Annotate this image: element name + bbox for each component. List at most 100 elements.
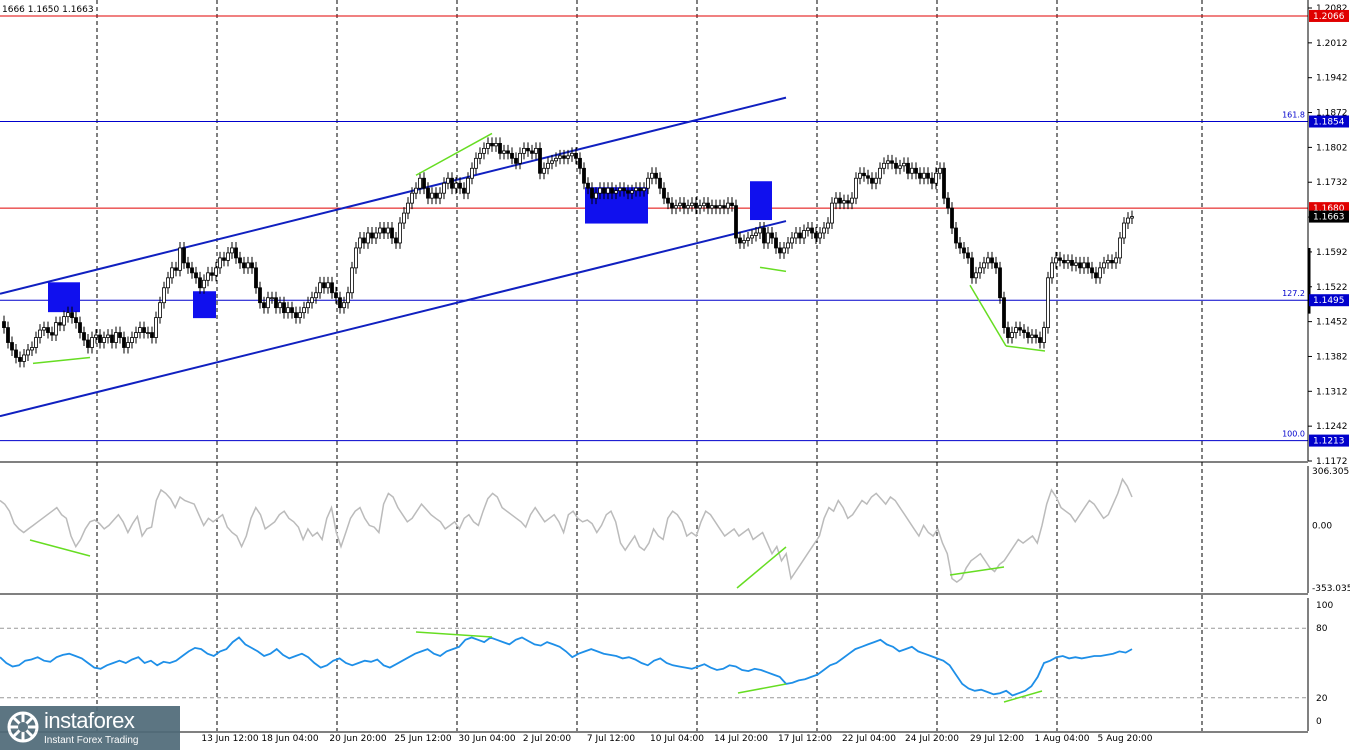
candle-body: [110, 334, 114, 343]
candle-body: [50, 332, 54, 336]
price-y-tick-label: 1.1382: [1316, 352, 1348, 362]
candle-body: [882, 162, 886, 169]
candle-body: [406, 202, 410, 214]
level-tag-text: 1.1680: [1313, 204, 1345, 214]
candle-body: [346, 292, 350, 304]
candle-body: [954, 227, 958, 244]
cci-panel: [0, 477, 1133, 589]
level-tag-text: 1.2066: [1313, 12, 1345, 22]
candle-body: [570, 152, 574, 157]
candle-body: [374, 232, 378, 239]
candle-body: [746, 237, 750, 241]
candle-body: [834, 197, 838, 204]
x-tick-label: 13 Jun 12:00: [201, 734, 258, 744]
x-tick-label: 2 Jul 20:00: [523, 734, 572, 744]
level-tag-1.1495: [1309, 294, 1349, 307]
candle-body: [662, 187, 666, 199]
candle-body: [226, 252, 230, 261]
candle-body: [342, 302, 346, 309]
candle-body: [934, 172, 938, 184]
candle-body: [750, 235, 754, 239]
candle-body: [530, 150, 534, 154]
candle-body: [454, 182, 458, 189]
candle-body: [306, 302, 310, 309]
candle-body: [242, 262, 246, 269]
candle-body: [998, 267, 1002, 299]
candle-body: [678, 202, 682, 207]
candle-body: [190, 267, 194, 274]
candle-body: [450, 177, 454, 189]
logo-tagline: Instant Forex Trading: [44, 735, 139, 746]
candle-body: [218, 257, 222, 269]
candle-body: [234, 247, 238, 259]
candle-body: [214, 267, 218, 276]
candle-body: [82, 332, 86, 341]
candle-body: [1022, 329, 1026, 333]
candle-body: [150, 332, 154, 338]
candle-body: [526, 147, 530, 152]
grid-lines: [96, 0, 1203, 731]
candle-body: [46, 327, 50, 333]
candle-body: [698, 205, 702, 209]
candle-body: [830, 202, 834, 224]
candle-body: [154, 317, 158, 338]
price-y-tick-label: 1.1802: [1316, 143, 1348, 153]
candle-body: [794, 232, 798, 239]
candle-body: [430, 192, 434, 199]
candle-body: [898, 165, 902, 169]
x-tick-label: 20 Jun 20:00: [329, 734, 386, 744]
candle-body: [1070, 259, 1074, 266]
candle-body: [1130, 216, 1134, 219]
candle-body: [462, 187, 466, 194]
candle-body: [618, 187, 622, 192]
candle-body: [978, 267, 982, 274]
price-y-tick-label: 1.1942: [1316, 74, 1348, 84]
candle-body: [902, 162, 906, 167]
candle-body: [782, 247, 786, 254]
candle-body: [914, 167, 918, 174]
level-tag-1.1854: [1309, 115, 1349, 128]
candle-body: [718, 205, 722, 209]
x-tick-label: 24 Jul 20:00: [905, 734, 959, 744]
candle-body: [1066, 259, 1070, 264]
candle-body: [1074, 262, 1078, 266]
candle-body: [514, 157, 518, 164]
candle-body: [1010, 332, 1014, 338]
channel-upper-line: [0, 96, 787, 295]
candle-body: [754, 232, 758, 236]
price-y-tick-label: 1.2012: [1316, 39, 1348, 49]
candle-body: [758, 227, 762, 234]
candle-body: [1018, 327, 1022, 331]
price-divergence-line: [969, 284, 1007, 347]
candle-body: [278, 302, 282, 309]
candle-body: [818, 232, 822, 239]
candle-body: [1114, 257, 1118, 264]
candle-body: [486, 143, 490, 149]
candle-body: [302, 307, 306, 314]
candle-body: [446, 177, 450, 184]
x-tick-label: 1 Aug 04:00: [1035, 734, 1090, 744]
candle-body: [42, 327, 46, 331]
candle-body: [702, 202, 706, 207]
candle-body: [518, 152, 522, 164]
candle-body: [1050, 262, 1054, 279]
candle-body: [946, 197, 950, 209]
candle-body: [1106, 259, 1110, 264]
candle-body: [106, 334, 110, 338]
candle-body: [598, 187, 602, 194]
candle-body: [838, 197, 842, 204]
candle-body: [498, 143, 502, 154]
candle-body: [34, 337, 38, 348]
candle-body: [1126, 217, 1130, 224]
candle-body: [418, 177, 422, 189]
candle-body: [294, 312, 298, 319]
candle-body: [622, 187, 626, 192]
candle-body: [426, 187, 430, 199]
candle-body: [930, 177, 934, 184]
channel-lower-line: [0, 220, 787, 418]
candle-body: [550, 160, 554, 164]
candle-body: [706, 202, 710, 209]
candle-body: [614, 190, 618, 194]
price-y-tick-label: 1.1522: [1316, 283, 1348, 293]
